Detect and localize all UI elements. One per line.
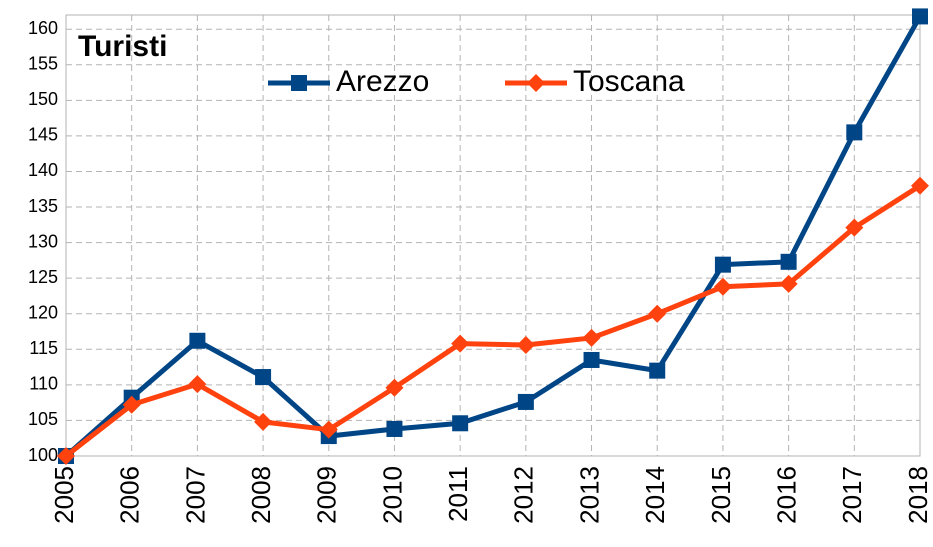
data-point (451, 334, 470, 353)
y-tick-label: 135 (28, 196, 58, 216)
x-tick-label: 2007 (180, 466, 210, 524)
data-point (845, 218, 864, 237)
x-tick-label: 2016 (771, 466, 801, 524)
data-point (583, 351, 600, 368)
y-tick-label: 105 (28, 409, 58, 429)
data-point (385, 378, 404, 397)
y-tick-label: 140 (28, 160, 58, 180)
x-tick-label: 2012 (509, 466, 539, 524)
legend-marker (527, 74, 545, 92)
data-point (649, 362, 666, 379)
y-tick-label: 110 (29, 374, 58, 394)
data-point (516, 336, 535, 355)
y-tick-label: 115 (29, 338, 58, 358)
x-tick-label: 2006 (115, 466, 145, 524)
x-tick-label: 2013 (574, 466, 604, 524)
data-point (780, 253, 797, 270)
y-tick-label: 150 (28, 89, 58, 109)
y-tick-label: 130 (28, 231, 58, 251)
data-point (912, 8, 928, 25)
y-tick-label: 100 (28, 445, 58, 465)
series-line (64, 15, 923, 458)
series-line (64, 183, 922, 458)
data-point (255, 369, 272, 386)
data-point (517, 393, 534, 410)
data-point (189, 332, 206, 349)
data-point (911, 176, 929, 195)
x-tick-label: 2015 (706, 466, 736, 524)
chart-title: Turisti (78, 30, 167, 63)
y-tick-label: 125 (28, 267, 58, 287)
x-tick-label: 2010 (377, 466, 407, 524)
x-tick-label: 2014 (640, 466, 670, 524)
data-point (582, 328, 601, 347)
data-point (57, 447, 75, 465)
x-tick-label: 2017 (837, 466, 867, 524)
data-point (386, 420, 403, 437)
data-point (648, 304, 667, 323)
y-tick-label: 145 (28, 125, 58, 145)
legend-label: Arezzo (336, 65, 429, 98)
x-tick-label: 2009 (312, 466, 342, 524)
data-point (714, 256, 731, 273)
data-point (319, 420, 338, 439)
y-tick-label: 120 (28, 302, 58, 322)
data-point (122, 395, 141, 414)
data-point (846, 124, 863, 141)
data-point (188, 375, 207, 394)
legend-marker (291, 75, 307, 91)
data-point (713, 277, 732, 296)
legend-label: Toscana (573, 65, 685, 98)
y-tick-label: 155 (28, 54, 58, 74)
data-point (779, 274, 798, 293)
x-tick-label: 2018 (903, 466, 933, 524)
x-tick-label: 2008 (246, 466, 276, 524)
y-tick-label: 160 (28, 18, 58, 38)
x-tick-label: 2011 (443, 466, 473, 522)
x-tick-label: 2005 (49, 466, 79, 524)
data-point (254, 412, 273, 431)
data-point (452, 415, 469, 432)
